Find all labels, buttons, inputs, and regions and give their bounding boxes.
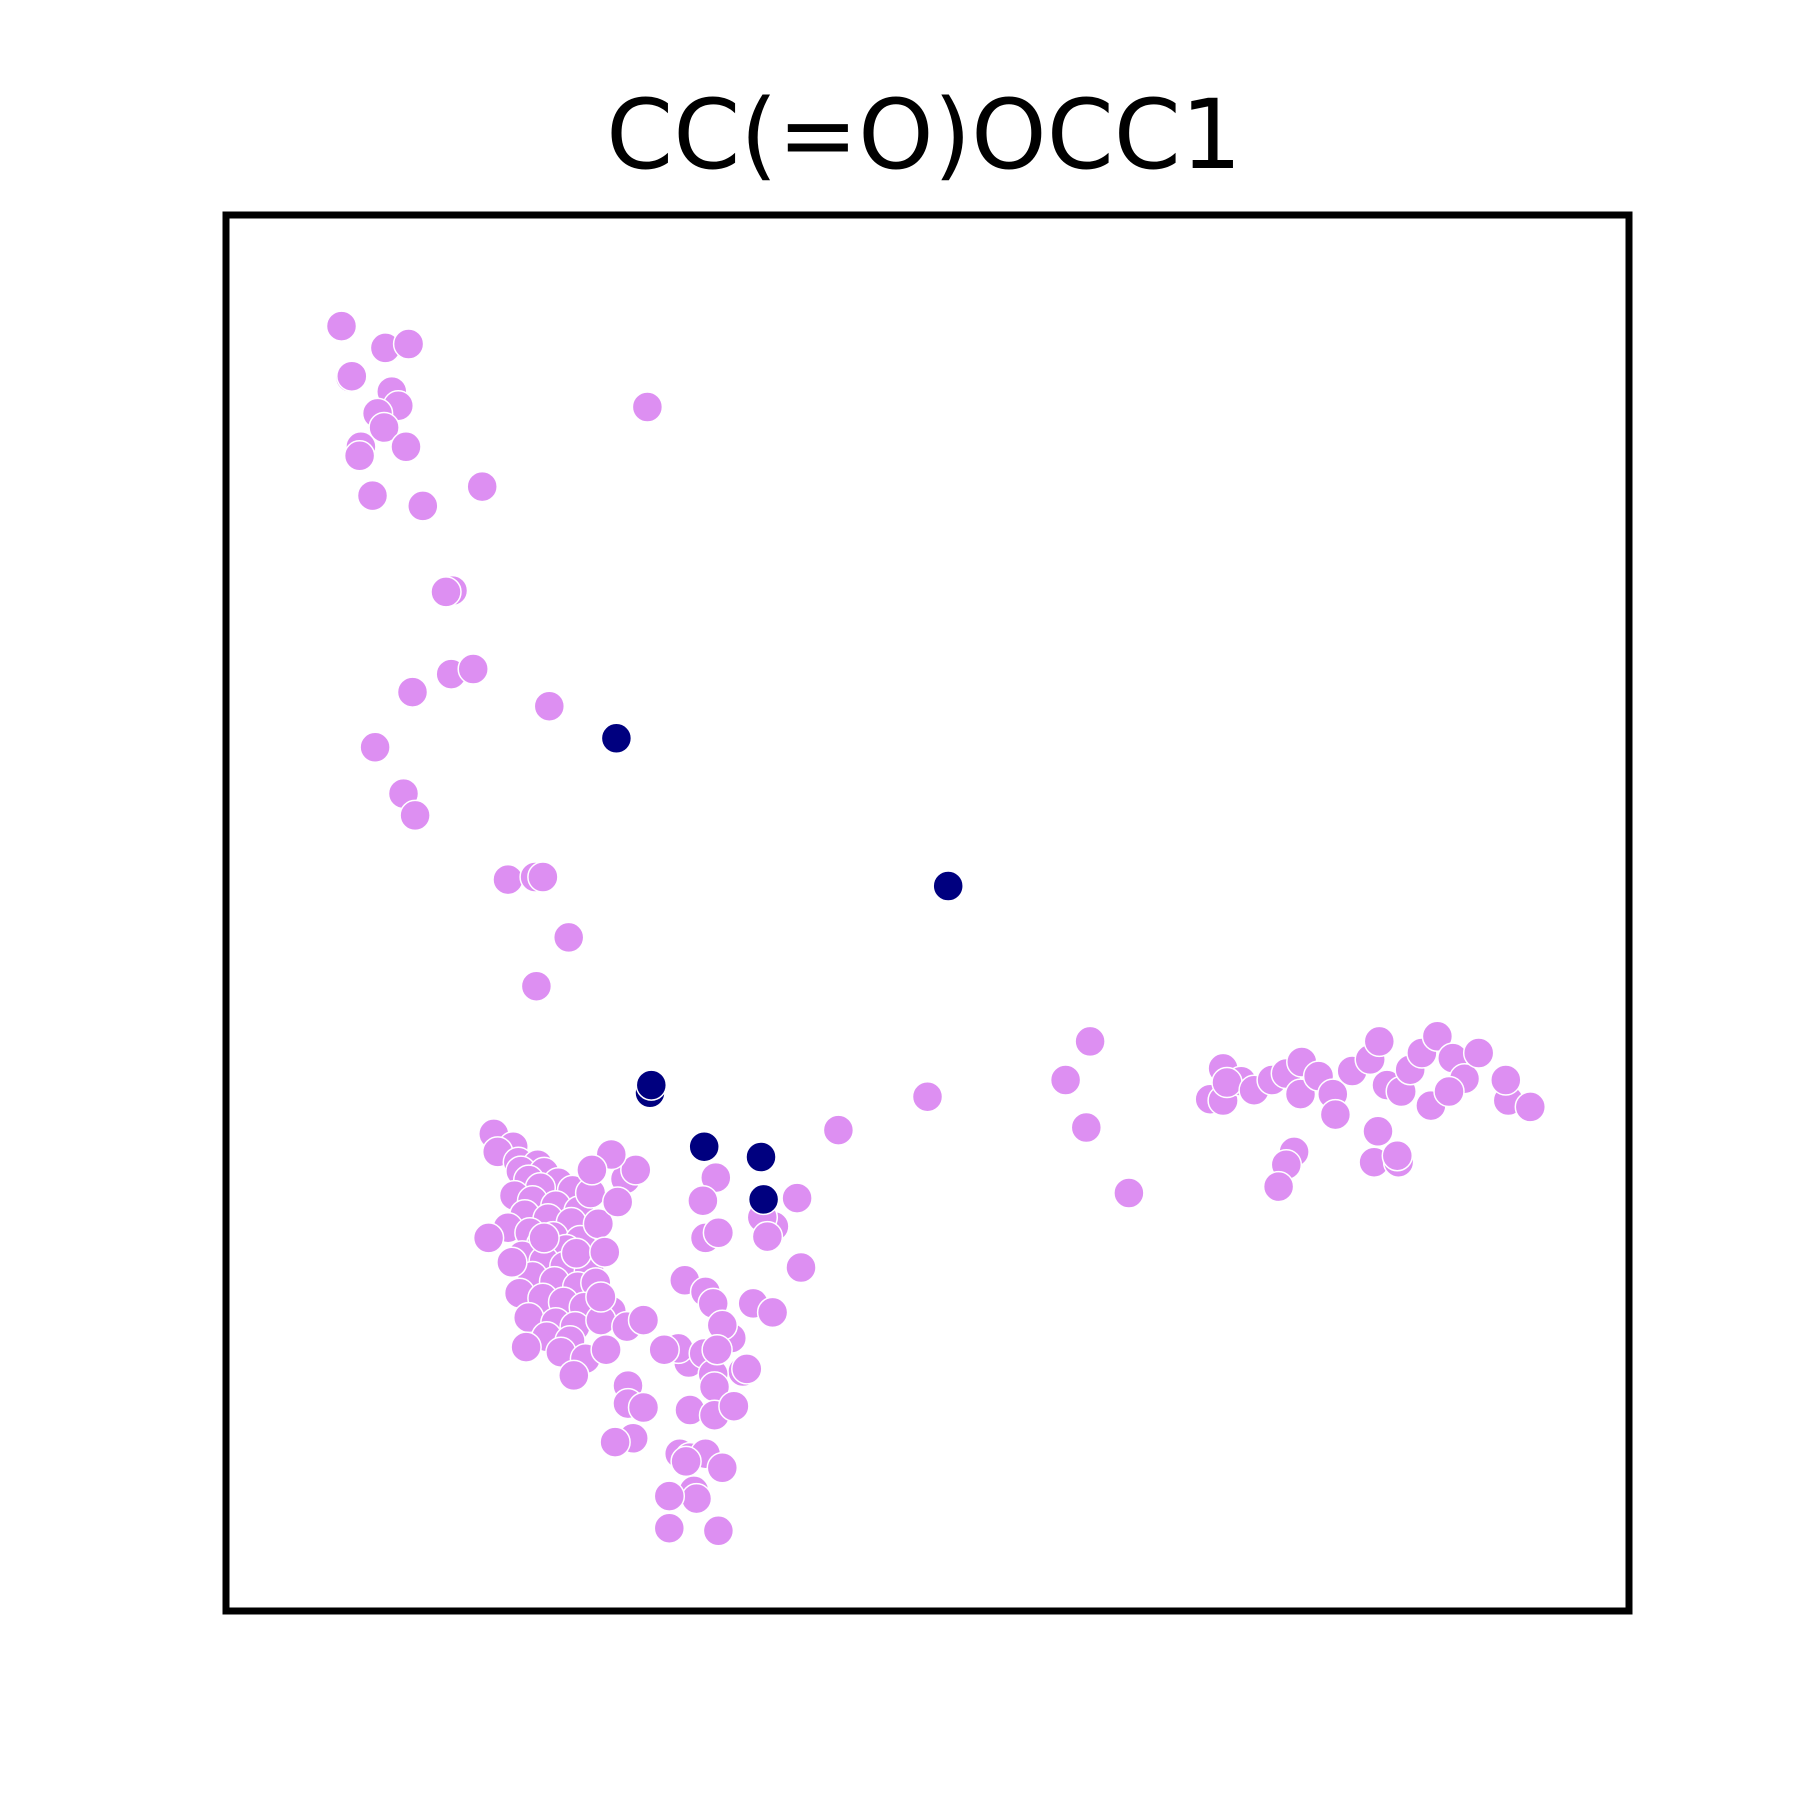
scatter-point	[390, 431, 422, 463]
scatter-point	[670, 1445, 702, 1478]
scatter-point	[558, 1359, 590, 1392]
scatter-point	[822, 1114, 855, 1146]
scatter-point	[466, 470, 498, 503]
scatter-point	[1070, 1111, 1103, 1144]
scatter-point	[1362, 1115, 1394, 1148]
scatter-point	[359, 731, 391, 764]
scatter-point	[510, 1331, 542, 1363]
scatter-point	[430, 576, 462, 608]
scatter-point	[631, 391, 664, 423]
scatter-point	[1433, 1075, 1465, 1108]
scatter-point	[533, 690, 566, 722]
scatter-point	[1074, 1025, 1106, 1058]
scatter-point	[688, 1130, 720, 1163]
scatter-point	[635, 1069, 668, 1101]
scatter-point	[396, 676, 429, 708]
scatter-point	[589, 1236, 621, 1268]
scatter-point	[781, 1182, 813, 1214]
scatter-point	[528, 1222, 560, 1254]
scatter-point	[600, 722, 633, 755]
scatter-point	[356, 479, 389, 512]
scatter-point	[407, 490, 439, 522]
scatter-point	[731, 1353, 763, 1385]
scatter-point	[590, 1333, 622, 1366]
scatter-point	[1490, 1064, 1522, 1096]
scatter-point	[687, 1184, 719, 1217]
scatter-point	[751, 1220, 784, 1253]
scatter-point	[343, 440, 376, 472]
scatter-point	[1381, 1139, 1414, 1172]
scatter-point	[680, 1482, 713, 1515]
scatter-point	[911, 1080, 944, 1113]
scatter-point	[620, 1154, 652, 1186]
scatter-point	[706, 1452, 739, 1484]
scatter-point	[325, 310, 358, 342]
scatter-point	[1211, 1066, 1243, 1099]
scatter-point	[1363, 1025, 1396, 1058]
scatter-point	[336, 360, 368, 392]
scatter-point	[601, 1186, 634, 1218]
scatter-point	[368, 411, 400, 444]
scatter-point	[653, 1512, 686, 1544]
scatter-point	[745, 1141, 777, 1173]
scatter-point	[399, 799, 431, 832]
scatter-point	[756, 1296, 789, 1329]
scatter-point	[653, 1480, 686, 1512]
scatter-point	[1514, 1091, 1547, 1123]
scatter-point	[1462, 1037, 1495, 1069]
scatter-point	[552, 921, 585, 954]
scatter-point	[702, 1515, 735, 1547]
scatter-point	[701, 1333, 733, 1366]
scatter-point	[457, 653, 489, 685]
scatter-point	[932, 870, 964, 902]
scatter-point	[560, 1237, 593, 1270]
scatter-point	[627, 1391, 660, 1424]
scatter-point	[520, 970, 553, 1002]
scatter-point	[472, 1222, 505, 1254]
scatter-point	[718, 1390, 750, 1422]
scatter-point	[648, 1333, 680, 1366]
chart-title: CC(=O)OCC1	[606, 79, 1242, 191]
points-layer	[325, 310, 1547, 1547]
plot-frame	[222, 211, 1633, 1615]
scatter-point	[785, 1251, 817, 1284]
scatter-point	[1319, 1098, 1352, 1131]
scatter-point	[527, 861, 559, 893]
scatter-point	[1113, 1177, 1145, 1209]
scatter-point	[747, 1183, 780, 1216]
scatter-point	[599, 1426, 631, 1458]
scatter-point	[392, 328, 425, 360]
scatter-point	[1421, 1020, 1454, 1053]
scatter-point	[576, 1154, 608, 1186]
scatter-point	[496, 1246, 528, 1279]
scatter-point	[492, 863, 524, 896]
scatter-point	[627, 1304, 660, 1336]
scatter-point	[702, 1217, 735, 1249]
scatter-point	[585, 1281, 617, 1313]
scatter-point	[1049, 1064, 1082, 1096]
scatter-point	[1262, 1170, 1295, 1203]
